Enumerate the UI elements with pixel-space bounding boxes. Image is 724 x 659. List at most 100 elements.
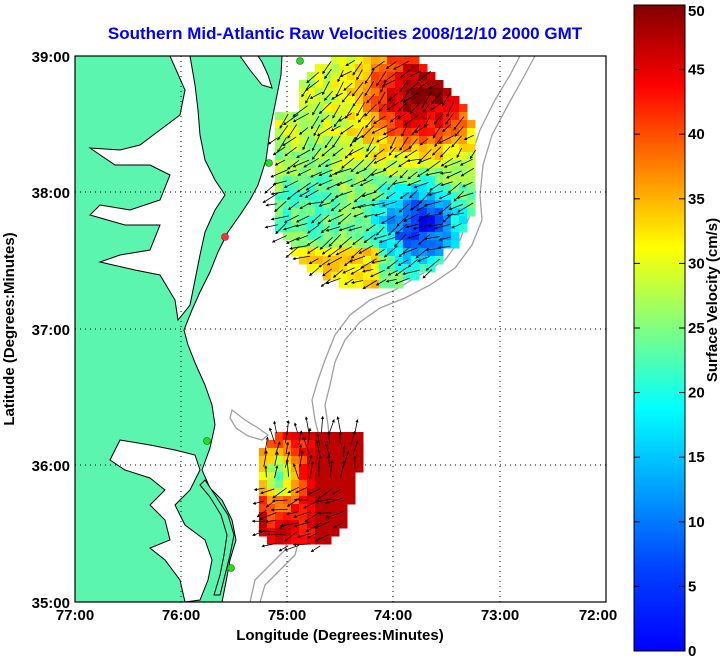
velocity-cell bbox=[403, 168, 412, 177]
velocity-vector bbox=[456, 147, 463, 159]
velocity-cell bbox=[363, 72, 372, 81]
velocity-cell bbox=[427, 112, 436, 121]
velocity-vector bbox=[335, 81, 344, 98]
velocity-cell bbox=[339, 208, 348, 217]
velocity-cell bbox=[371, 208, 380, 217]
velocity-vector bbox=[371, 125, 388, 134]
velocity-cell bbox=[299, 440, 308, 449]
velocity-vector bbox=[348, 255, 366, 263]
velocity-vector bbox=[378, 91, 386, 105]
velocity-vector bbox=[295, 487, 308, 494]
station-marker bbox=[296, 57, 304, 65]
velocity-vector bbox=[440, 146, 451, 158]
colorbar-tick-label: 50 bbox=[688, 3, 705, 20]
velocity-cell bbox=[307, 112, 316, 121]
velocity-vector bbox=[360, 258, 377, 269]
velocity-cell bbox=[331, 64, 340, 73]
velocity-cell bbox=[331, 512, 340, 521]
velocity-vector bbox=[279, 522, 299, 527]
velocity-cell bbox=[371, 232, 380, 241]
velocity-vector bbox=[317, 158, 330, 168]
velocity-cell bbox=[283, 512, 292, 521]
velocity-vector bbox=[348, 226, 363, 232]
velocity-cell bbox=[411, 96, 420, 105]
velocity-cell bbox=[307, 88, 316, 97]
velocity-cell bbox=[291, 472, 300, 481]
velocity-vector bbox=[270, 169, 288, 178]
velocity-cell bbox=[363, 56, 372, 65]
velocity-vector bbox=[423, 236, 441, 241]
velocity-cell bbox=[403, 264, 412, 273]
velocity-cell bbox=[283, 192, 292, 201]
velocity-cell bbox=[315, 240, 324, 249]
velocity-vector bbox=[399, 80, 408, 93]
velocity-cell bbox=[403, 64, 412, 73]
velocity-cell bbox=[299, 168, 308, 177]
velocity-vector bbox=[304, 512, 320, 523]
velocity-vector bbox=[331, 489, 342, 495]
velocity-vector bbox=[306, 72, 319, 84]
velocity-cell bbox=[379, 248, 388, 257]
velocity-cell bbox=[323, 200, 332, 209]
velocity-cell bbox=[307, 448, 316, 457]
velocity-cell bbox=[443, 144, 452, 153]
velocity-cell bbox=[395, 64, 404, 73]
x-axis-ticks: 77:00 76:00 75:00 74:00 73:00 72:00 bbox=[56, 607, 617, 624]
velocity-cell bbox=[355, 104, 364, 113]
velocity-vector bbox=[359, 178, 374, 186]
velocity-cell bbox=[395, 168, 404, 177]
velocity-vector bbox=[453, 116, 465, 131]
velocity-vector bbox=[404, 149, 418, 159]
velocity-vector bbox=[264, 224, 278, 229]
velocity-vector bbox=[284, 146, 297, 157]
velocity-cell bbox=[371, 160, 380, 169]
velocity-cell bbox=[435, 192, 444, 201]
velocity-vector bbox=[324, 497, 343, 505]
velocity-cell bbox=[395, 120, 404, 129]
velocity-cell bbox=[315, 216, 324, 225]
velocity-cell bbox=[363, 136, 372, 145]
velocity-cell bbox=[283, 208, 292, 217]
velocity-vector bbox=[391, 180, 407, 186]
velocity-cell bbox=[275, 152, 284, 161]
velocity-vector bbox=[361, 125, 375, 139]
velocity-cell bbox=[419, 120, 428, 129]
velocity-cell bbox=[307, 120, 316, 129]
velocity-cell bbox=[387, 144, 396, 153]
velocity-cell bbox=[307, 248, 316, 257]
velocity-vector bbox=[400, 91, 410, 103]
velocity-vector bbox=[396, 112, 407, 120]
velocity-vector bbox=[265, 203, 277, 207]
velocity-vector bbox=[326, 256, 343, 266]
velocity-cell bbox=[315, 472, 324, 481]
velocity-cell bbox=[347, 432, 356, 441]
velocity-cell bbox=[363, 160, 372, 169]
velocity-cell bbox=[347, 216, 356, 225]
velocity-cell bbox=[355, 88, 364, 97]
velocity-cell bbox=[275, 432, 284, 441]
velocity-cell bbox=[347, 456, 356, 465]
velocity-vector bbox=[440, 181, 453, 187]
velocity-cell bbox=[291, 160, 300, 169]
velocity-cell bbox=[307, 128, 316, 137]
velocity-vector bbox=[279, 113, 289, 129]
velocity-cell bbox=[307, 224, 316, 233]
velocity-vector bbox=[371, 192, 385, 202]
velocity-vector bbox=[252, 500, 265, 505]
velocity-vector bbox=[363, 157, 377, 171]
velocity-cell bbox=[451, 184, 460, 193]
velocity-cell bbox=[355, 272, 364, 281]
velocity-cell bbox=[451, 200, 460, 209]
velocity-cell bbox=[315, 488, 324, 497]
velocity-vector bbox=[336, 178, 353, 186]
velocity-cell bbox=[443, 216, 452, 225]
velocity-vector bbox=[307, 454, 313, 467]
velocity-cell bbox=[427, 152, 436, 161]
velocity-vector bbox=[292, 255, 310, 261]
velocity-vector bbox=[292, 159, 310, 168]
colorbar-tick-label: 15 bbox=[688, 449, 705, 466]
velocity-cell bbox=[315, 184, 324, 193]
velocity-cell bbox=[395, 240, 404, 249]
velocity-cell bbox=[371, 272, 380, 281]
velocity-cell bbox=[371, 72, 380, 81]
